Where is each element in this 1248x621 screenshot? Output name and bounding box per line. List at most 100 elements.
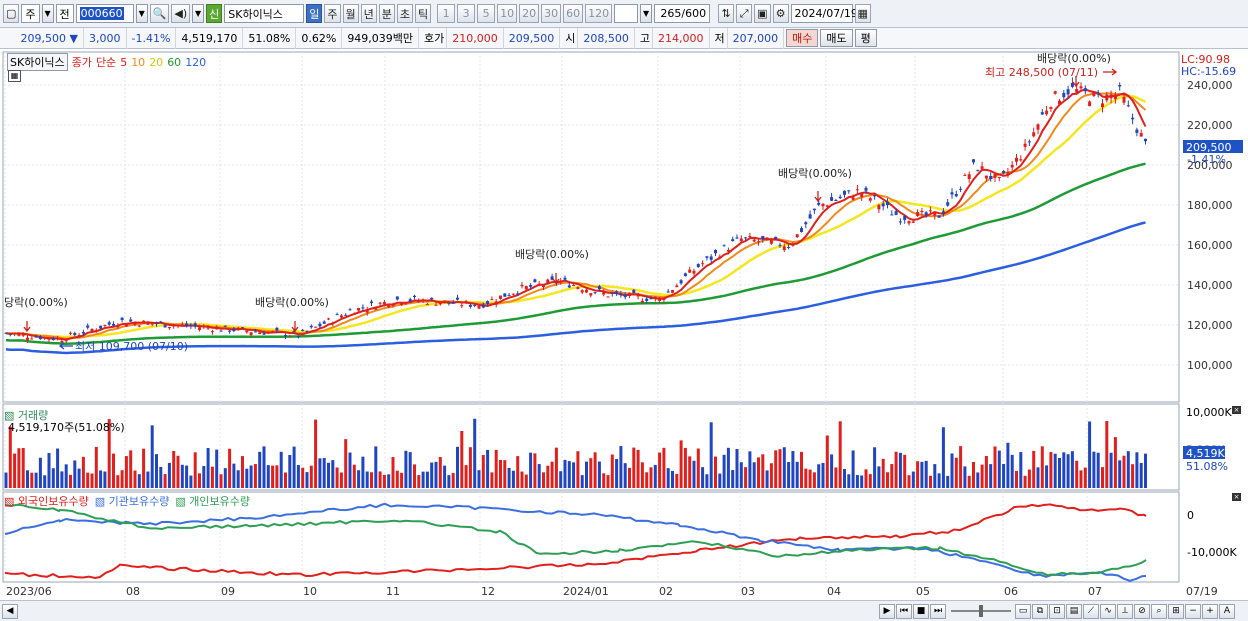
- volume-bar: [950, 453, 954, 488]
- chart-area[interactable]: 240,000 220,000 200,000 180,000 160,000 140,0…: [0, 50, 1248, 600]
- volume-bar: [628, 467, 631, 488]
- new-badge[interactable]: 신: [206, 4, 223, 23]
- scrollbar-track[interactable]: [19, 604, 879, 618]
- font-icon[interactable]: A: [1219, 603, 1235, 619]
- interval-button-60[interactable]: 60: [563, 4, 584, 23]
- candle-body: [589, 293, 593, 296]
- code-dropdown-icon[interactable]: ▼: [135, 4, 148, 23]
- interval-button-10[interactable]: 10: [497, 4, 518, 23]
- holding-panel-close-icon[interactable]: ×: [1232, 493, 1241, 501]
- speaker-icon[interactable]: ◀): [171, 4, 191, 23]
- price-panel[interactable]: [2, 51, 1180, 403]
- candle-body: [989, 175, 993, 179]
- candle-body: [851, 197, 855, 200]
- candle-body: [370, 301, 373, 304]
- candle-body: [683, 273, 687, 277]
- buy-button[interactable]: 매수: [786, 29, 819, 47]
- candle-body: [17, 333, 21, 336]
- volume-bar: [572, 462, 576, 488]
- last-icon[interactable]: ⏭: [930, 603, 946, 619]
- volume-bar: [180, 464, 184, 488]
- interval-button-1[interactable]: 1: [437, 4, 456, 23]
- tool-5-icon[interactable]: ⟋: [1083, 603, 1099, 619]
- volume-bar: [804, 468, 808, 488]
- zoom-out-icon[interactable]: −: [1185, 603, 1201, 619]
- save-icon[interactable]: ▣: [754, 4, 771, 23]
- period-button-5[interactable]: 초: [396, 4, 413, 23]
- interval-button-20[interactable]: 20: [519, 4, 540, 23]
- holding-panel[interactable]: [2, 491, 1180, 583]
- zoom-in-icon[interactable]: +: [1202, 603, 1218, 619]
- period-button-6[interactable]: 틱: [415, 4, 432, 23]
- date-input[interactable]: 2024/07/19: [790, 4, 858, 23]
- tool-8-icon[interactable]: ⊘: [1134, 603, 1150, 619]
- calendar-icon[interactable]: ▦: [854, 4, 871, 23]
- period-button-2[interactable]: 월: [342, 4, 359, 23]
- volume-axis-top: 10,000K: [1186, 406, 1232, 419]
- legend-stock-name[interactable]: SK하이닉스: [7, 53, 68, 71]
- candle-body: [26, 337, 29, 341]
- candle-type-icon[interactable]: ⇅: [718, 4, 735, 23]
- volume-title-text: 거래량: [17, 409, 49, 422]
- time-axis-end-label: 07/19: [1186, 585, 1218, 598]
- scroll-left-icon[interactable]: ◀: [2, 603, 18, 619]
- volume-bar: [73, 460, 77, 488]
- period-button-1[interactable]: 주: [324, 4, 341, 23]
- window-icon[interactable]: ▢: [3, 4, 20, 23]
- volume-panel-close-icon[interactable]: ×: [1232, 406, 1241, 414]
- candle-body: [327, 318, 330, 320]
- candle-body: [550, 276, 554, 280]
- candle-body: [963, 174, 967, 176]
- speaker-dropdown-icon[interactable]: ▼: [192, 4, 205, 23]
- zoom-slider-handle[interactable]: [979, 605, 983, 617]
- volume-bar: [1070, 451, 1074, 488]
- count-field[interactable]: 265/600: [654, 4, 711, 23]
- search-icon[interactable]: 🔍: [149, 4, 170, 23]
- holding-lines: [4, 502, 1147, 582]
- market-select[interactable]: 주: [21, 4, 40, 23]
- candle-body: [576, 287, 580, 289]
- interval-button-5[interactable]: 5: [477, 4, 496, 23]
- tool-3-icon[interactable]: ⊡: [1049, 603, 1065, 619]
- dividend-label-1: 당락(0.00%): [4, 296, 68, 309]
- prev-button[interactable]: 전: [55, 4, 74, 23]
- gear-icon[interactable]: ⚙: [772, 4, 789, 23]
- tool-6-icon[interactable]: ∿: [1100, 603, 1116, 619]
- candle-body: [142, 320, 146, 323]
- tool-7-icon[interactable]: ⟂: [1117, 603, 1133, 619]
- interval-custom-input[interactable]: [614, 4, 639, 23]
- tool-4-icon[interactable]: ▤: [1066, 603, 1082, 619]
- tool-1-icon[interactable]: ▭: [1015, 603, 1031, 619]
- scroll-right-icon[interactable]: ▶: [879, 603, 895, 619]
- tool-9-icon[interactable]: ⌕: [1151, 603, 1167, 619]
- interval-dropdown-icon[interactable]: ▼: [640, 4, 653, 23]
- interval-button-120[interactable]: 120: [585, 4, 613, 23]
- candle-body: [916, 212, 920, 217]
- chevron-down-icon[interactable]: ▼: [41, 4, 54, 23]
- stop-icon[interactable]: ■: [913, 603, 929, 619]
- volume-bar: [103, 471, 107, 488]
- candle-body: [709, 256, 713, 260]
- first-icon[interactable]: ⏮: [896, 603, 912, 619]
- resize-icon[interactable]: ⤢: [736, 4, 753, 23]
- candle-body: [1036, 124, 1040, 130]
- period-button-4[interactable]: 분: [378, 4, 395, 23]
- interval-button-30[interactable]: 30: [541, 4, 562, 23]
- candle-body: [322, 321, 326, 324]
- volume-bar: [322, 458, 326, 488]
- interval-button-3[interactable]: 3: [457, 4, 476, 23]
- candle-body: [597, 286, 601, 290]
- tool-2-icon[interactable]: ⧉: [1032, 603, 1048, 619]
- avg-button[interactable]: 평: [854, 29, 877, 47]
- volume-bar: [219, 474, 223, 488]
- volume-bar: [735, 449, 739, 488]
- volume-bar: [142, 448, 146, 488]
- tool-10-icon[interactable]: ⊞: [1168, 603, 1184, 619]
- zoom-slider[interactable]: [951, 605, 1011, 617]
- stock-code-input[interactable]: 000660: [75, 4, 134, 23]
- volume-bar: [825, 435, 829, 488]
- sell-button[interactable]: 매도: [820, 29, 853, 47]
- period-button-0[interactable]: 일: [306, 4, 323, 23]
- period-button-3[interactable]: 년: [360, 4, 377, 23]
- table-icon[interactable]: ▦: [8, 70, 21, 82]
